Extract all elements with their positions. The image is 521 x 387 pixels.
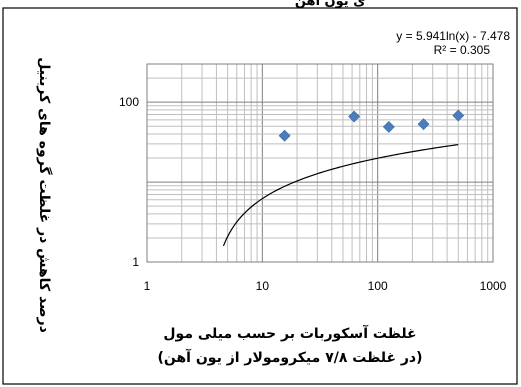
grid bbox=[146, 63, 494, 263]
top-cut-text: ی یون آهن bbox=[295, 0, 365, 9]
trendline bbox=[222, 143, 459, 247]
scatter-markers bbox=[278, 109, 465, 142]
x-tick-label: 1 bbox=[144, 279, 151, 293]
y-tick-label: 1 bbox=[132, 255, 139, 269]
y-tick-labels: 1 100 bbox=[119, 95, 139, 269]
y-tick-label: 100 bbox=[119, 95, 139, 109]
data-point bbox=[417, 118, 430, 131]
trendline-equation: y = 5.941ln(x) - 7.478 bbox=[396, 29, 510, 43]
data-point bbox=[452, 109, 465, 122]
x-tick-label: 1000 bbox=[480, 279, 507, 293]
data-point bbox=[348, 110, 361, 123]
x-axis-label-line2: (در غلظت ۷/۸ میکرومولار از یون آهن) bbox=[157, 348, 422, 366]
r-squared: R² = 0.305 bbox=[434, 43, 491, 57]
x-tick-label: 10 bbox=[256, 279, 270, 293]
chart-border bbox=[2, 7, 518, 385]
data-point bbox=[382, 120, 395, 133]
x-axis-label-line1: غلظت آسکوربات بر حسب میلی مول bbox=[163, 324, 416, 342]
data-point bbox=[278, 129, 291, 142]
y-axis-label: درصد کاهش در غلظت گروه های کربنیل bbox=[36, 57, 53, 333]
plot-area bbox=[146, 63, 494, 263]
x-tick-labels: 1 10 100 1000 bbox=[144, 279, 507, 293]
x-tick-label: 100 bbox=[368, 279, 388, 293]
